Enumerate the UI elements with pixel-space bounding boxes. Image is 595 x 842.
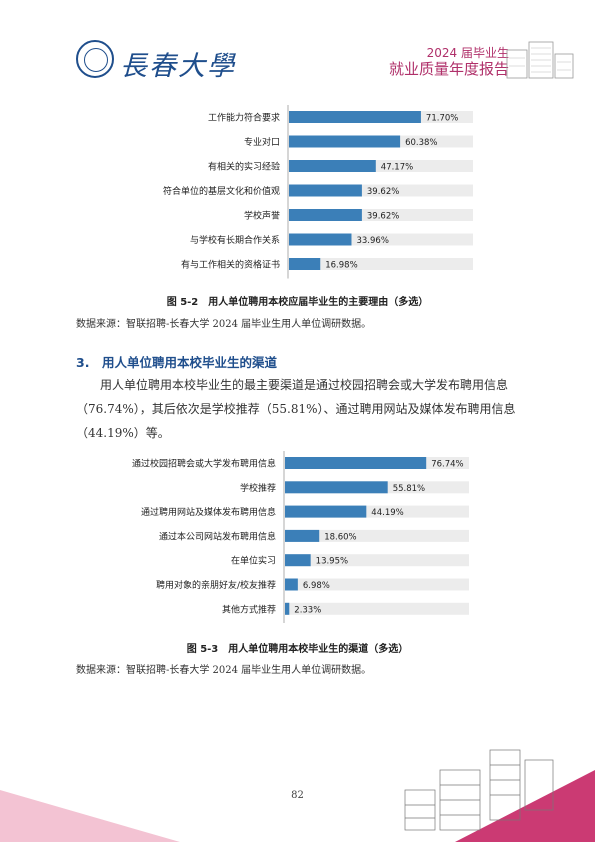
university-logo-text: 長春大學 — [120, 51, 236, 82]
campus-sketch-decoration — [404, 749, 595, 842]
bar — [285, 529, 320, 542]
value-label: 13.95% — [316, 557, 348, 567]
figure-5-3-caption: 图 5-3 用人单位聘用本校毕业生的渠道（多选） — [186, 644, 409, 655]
value-label: 18.60% — [324, 532, 356, 542]
category-label: 工作能力符合要求 — [208, 112, 280, 124]
value-label: 39.62% — [367, 187, 399, 197]
page-number: 82 — [291, 790, 304, 801]
category-label: 学校推荐 — [240, 482, 276, 494]
category-label: 与学校有长期合作关系 — [190, 234, 280, 246]
category-label: 在单位实习 — [231, 555, 276, 567]
category-label: 通过本公司网站发布聘用信息 — [159, 530, 276, 542]
university-seal-logo — [76, 40, 114, 78]
pink-corner-decoration-left — [0, 790, 180, 842]
category-label: 通过校园招聘会或大学发布聘用信息 — [132, 458, 276, 470]
value-label: 16.98% — [325, 261, 357, 271]
bar — [285, 505, 367, 518]
bar-track — [285, 505, 469, 518]
value-label: 33.96% — [356, 236, 388, 246]
bar — [289, 160, 376, 172]
bar — [285, 578, 298, 591]
category-label: 有与工作相关的资格证书 — [181, 259, 280, 271]
value-label: 76.74% — [431, 460, 463, 470]
value-label: 39.62% — [367, 212, 399, 222]
section-paragraph: 用人单位聘用本校毕业生的最主要渠道是通过校园招聘会或大学发布聘用信息（76.74… — [76, 378, 516, 440]
bar-track — [289, 258, 473, 270]
value-label: 60.38% — [405, 138, 437, 148]
figure-5-2-caption: 图 5-2 用人单位聘用本校应届毕业生的主要理由（多选） — [166, 297, 429, 308]
section-heading: 3. 用人单位聘用本校毕业生的渠道 — [76, 355, 277, 370]
bar-track — [285, 554, 469, 567]
bar — [285, 602, 290, 615]
bar-track — [285, 529, 469, 542]
category-label: 专业对口 — [244, 136, 280, 148]
bar — [289, 111, 421, 123]
chart-hiring-channels: 通过校园招聘会或大学发布聘用信息 76.74% 学校推荐 55.81% 通过聘用网站及媒… — [132, 451, 469, 623]
figure-5-3-source: 数据来源：智联招聘-长春大学 2024 届毕业生用人单位调研数据。 — [76, 665, 372, 676]
category-label: 聘用对象的亲朋好友/校友推荐 — [156, 579, 276, 591]
bar — [289, 258, 321, 270]
bar — [289, 184, 362, 197]
bar-track — [285, 602, 469, 615]
value-label: 6.98% — [303, 581, 330, 591]
category-label: 通过聘用网站及媒体发布聘用信息 — [141, 506, 276, 518]
bar — [285, 554, 311, 567]
value-label: 55.81% — [393, 484, 425, 494]
category-label: 符合单位的基层文化和价值观 — [163, 185, 280, 197]
category-label: 有相关的实习经验 — [208, 161, 280, 173]
category-label: 其他方式推荐 — [222, 603, 276, 615]
bar — [289, 135, 401, 148]
bar — [289, 233, 352, 246]
value-label: 2.33% — [294, 605, 321, 615]
campus-building-illustration — [506, 41, 574, 79]
chart-hiring-reasons: 工作能力符合要求 71.70% 专业对口 60.38% 有相关的实习经验 47.17% 符合… — [163, 105, 473, 279]
value-label: 71.70% — [426, 114, 458, 124]
value-label: 47.17% — [381, 163, 413, 173]
report-year-label: 2024 届毕业生 — [426, 46, 509, 60]
bar — [285, 481, 388, 494]
figure-5-2-source: 数据来源：智联招聘-长春大学 2024 届毕业生用人单位调研数据。 — [76, 319, 372, 330]
report-title: 就业质量年度报告 — [388, 60, 509, 78]
bar — [289, 209, 362, 221]
bar — [285, 457, 427, 469]
bar-track — [285, 578, 469, 591]
value-label: 44.19% — [371, 508, 403, 518]
category-label: 学校声誉 — [244, 210, 280, 222]
